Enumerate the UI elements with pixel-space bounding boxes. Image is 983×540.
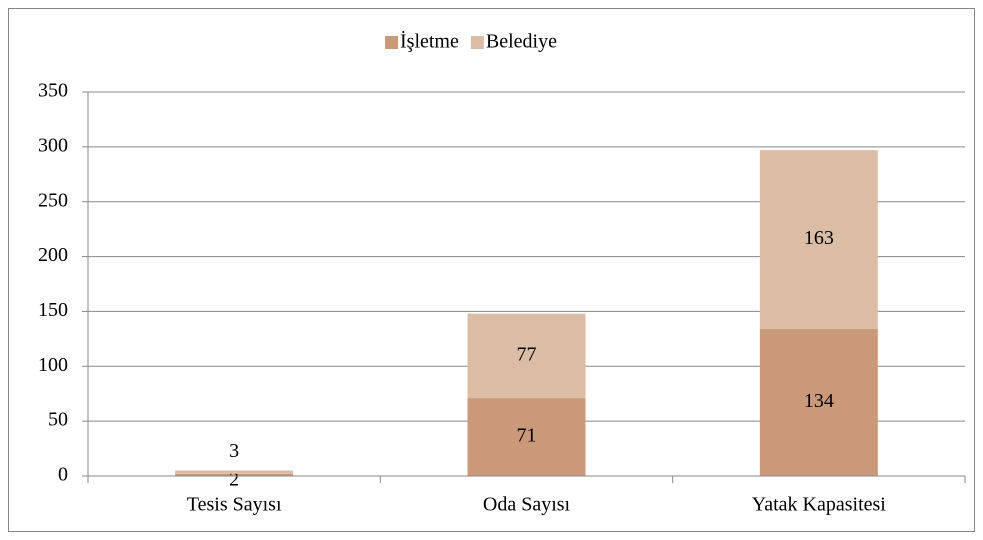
bar-segment (759, 328, 878, 476)
legend-label: Belediye (486, 31, 557, 53)
bar-segment (175, 473, 294, 476)
x-tick-label: Oda Sayısı (483, 494, 571, 516)
legend-label: İşletme (400, 30, 459, 53)
bar-segment (759, 150, 878, 329)
y-tick-label: 150 (38, 299, 68, 321)
data-label: 163 (804, 227, 834, 249)
data-label: 3 (229, 440, 239, 462)
legend-swatch (470, 36, 484, 49)
y-tick-label: 350 (38, 80, 68, 102)
legend-swatch (385, 36, 398, 49)
y-tick-label: 0 (58, 464, 68, 486)
x-tick-label: Tesis Sayısı (187, 494, 282, 516)
y-tick-label: 250 (38, 189, 68, 211)
bar-segment (467, 313, 586, 399)
x-tick-label: Yatak Kapasitesi (752, 494, 887, 516)
legend: İşletme Belediye (385, 30, 557, 53)
bar-segment (467, 398, 586, 476)
y-tick-label: 100 (38, 354, 68, 376)
data-label: 71 (517, 425, 537, 447)
data-label: 2 (229, 468, 239, 490)
data-label: 77 (517, 343, 537, 365)
data-label: 134 (804, 390, 834, 412)
y-tick-label: 50 (48, 409, 68, 431)
bar-segment (175, 470, 294, 474)
y-tick-label: 200 (38, 244, 68, 266)
y-tick-label: 300 (38, 134, 68, 156)
